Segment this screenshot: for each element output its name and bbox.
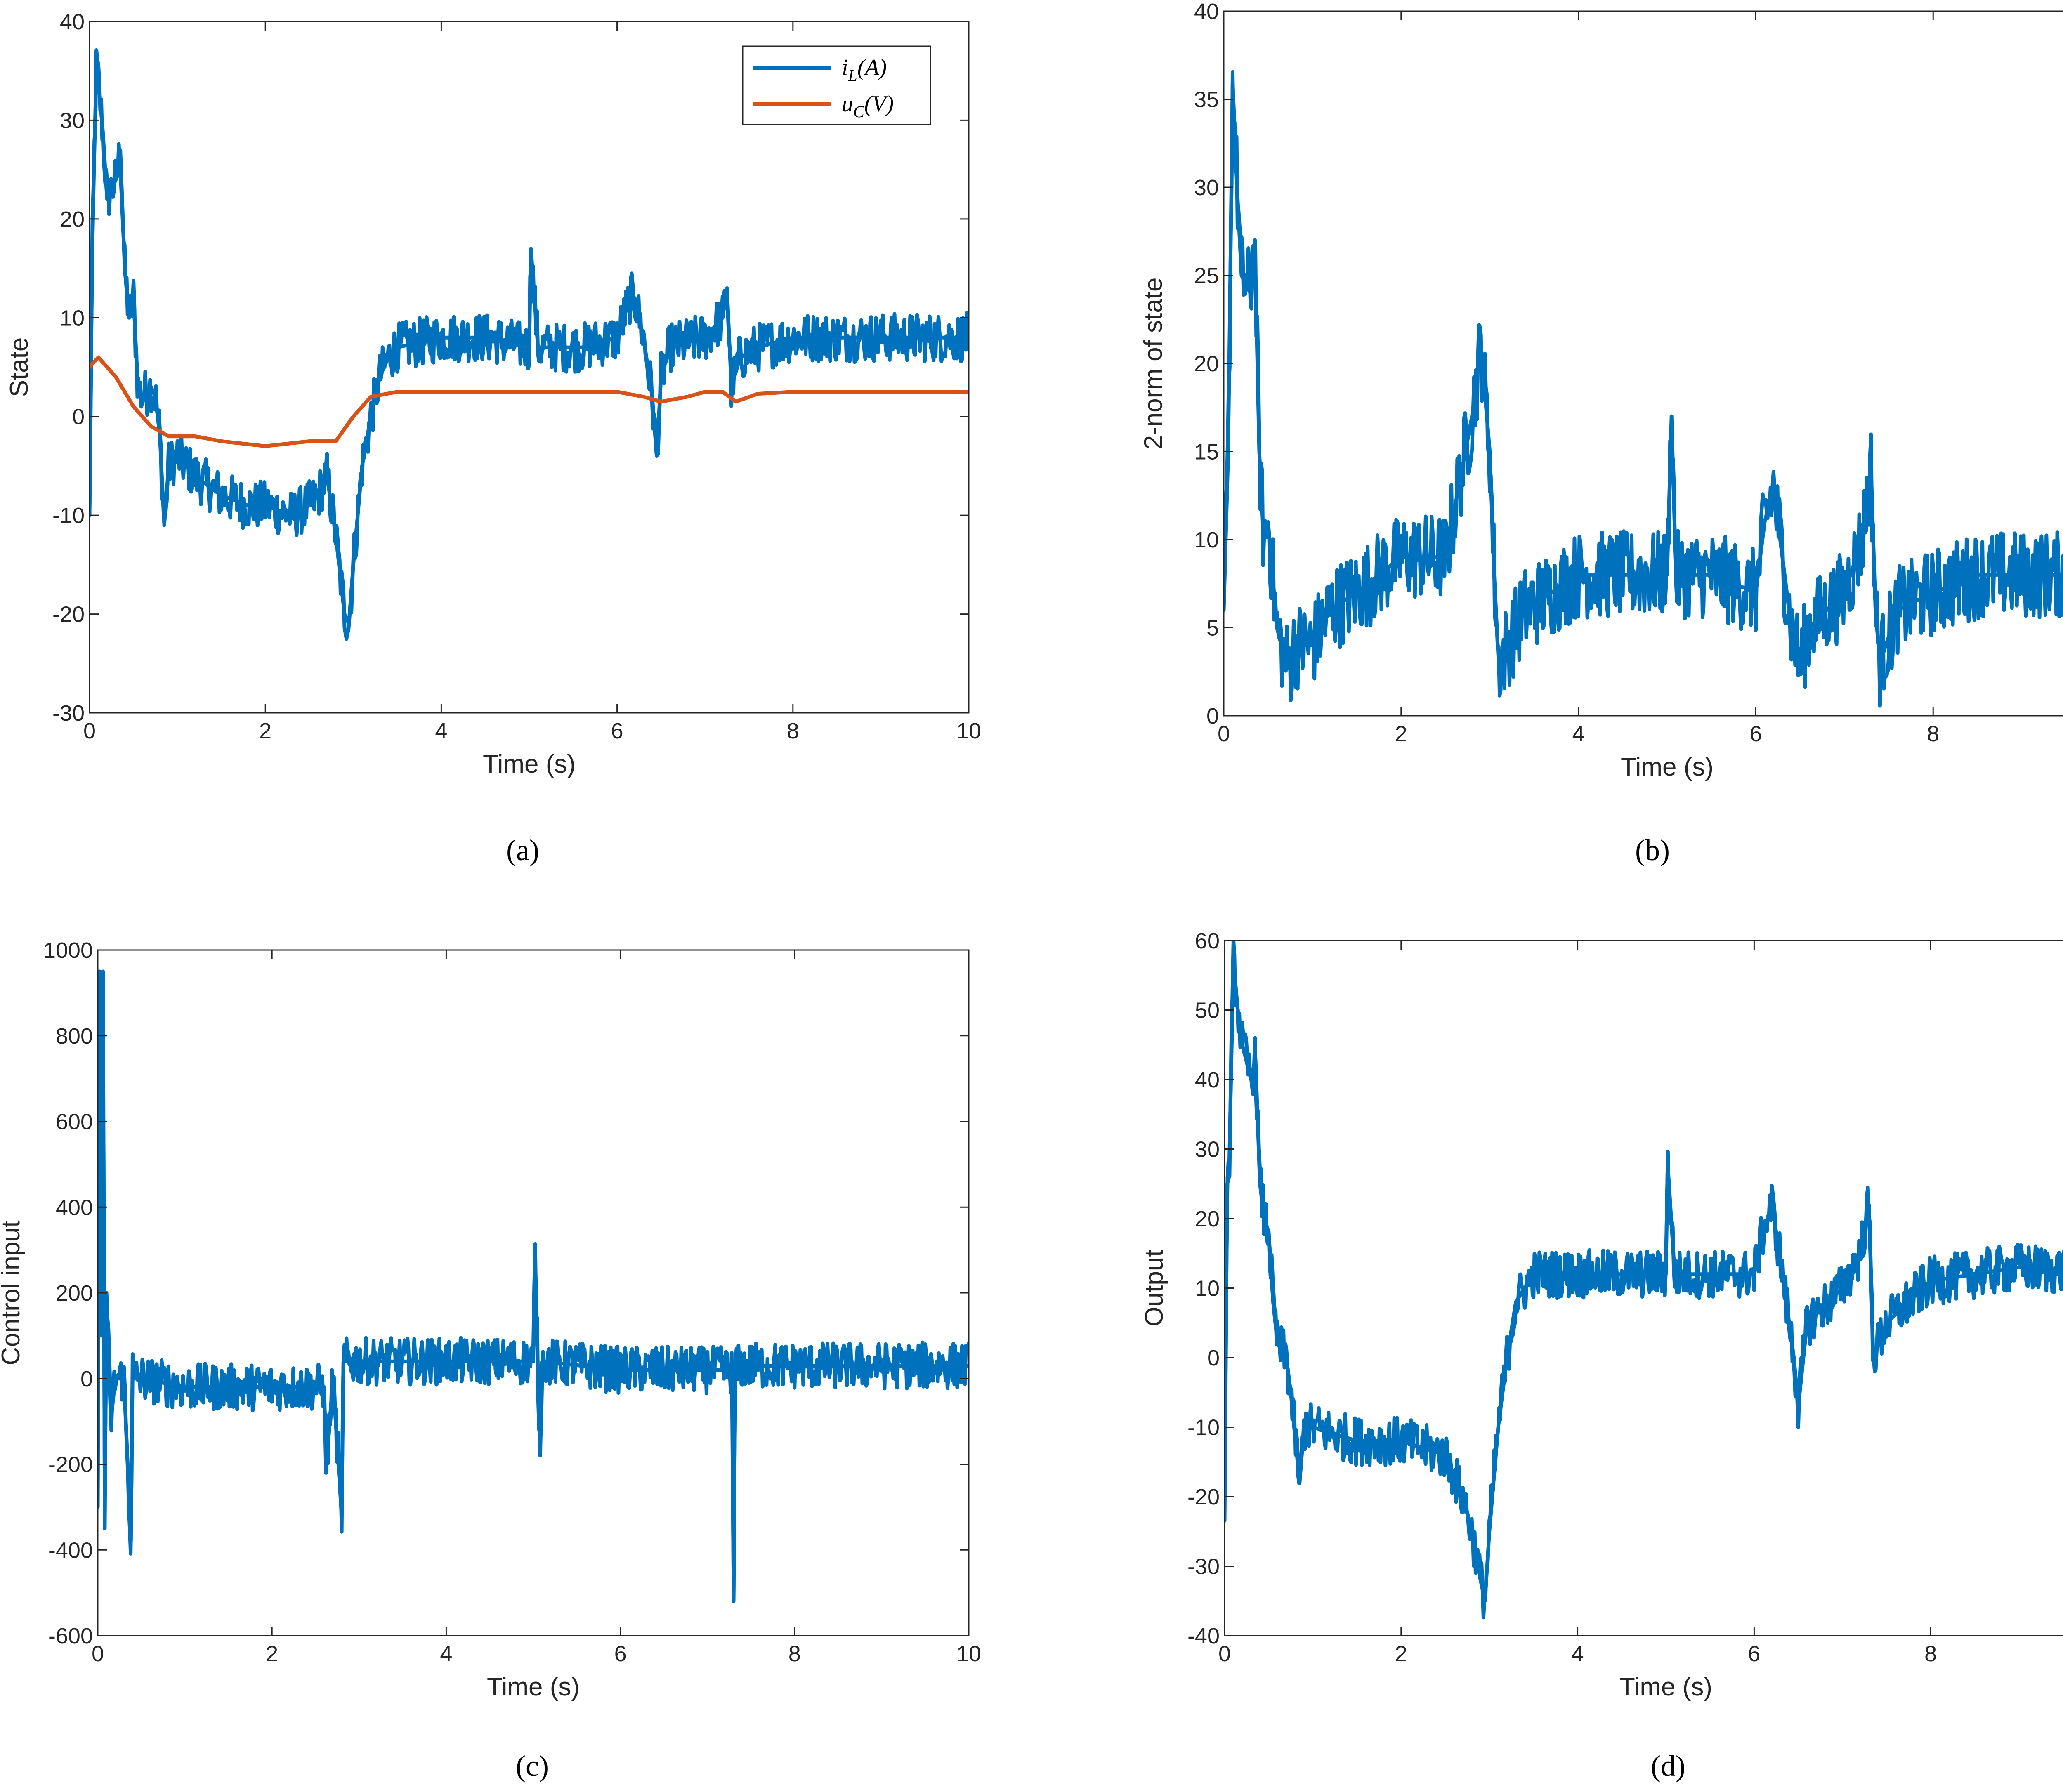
x-axis-label: Time (s) <box>483 750 576 778</box>
y-tick-label: -10 <box>52 503 85 528</box>
y-tick-label: -600 <box>48 1624 93 1648</box>
y-tick-label: 10 <box>60 306 85 330</box>
legend-box <box>742 45 931 125</box>
series-peaks-1 <box>98 969 969 1599</box>
x-tick-label: 0 <box>92 1641 104 1666</box>
x-tick-label: 8 <box>787 719 799 743</box>
x-axis-label: Time (s) <box>1621 753 1714 781</box>
x-tick-label: 8 <box>1927 722 1939 746</box>
y-tick-label: 0 <box>72 405 85 429</box>
x-tick-label: 2 <box>1395 1641 1407 1666</box>
panel-caption: (d) <box>1651 1750 1685 1783</box>
x-tick-label: 10 <box>956 1641 981 1666</box>
y-tick-label: 60 <box>1195 929 1220 953</box>
x-tick-label: 2 <box>1395 722 1407 746</box>
y-tick-label: 30 <box>1195 1137 1220 1162</box>
series-peaks-1 <box>1224 80 2063 665</box>
x-tick-label: 0 <box>1218 1641 1231 1666</box>
chart-b: 02468100510152025303540Time (s)2-norm of… <box>1139 0 2063 867</box>
x-tick-label: 4 <box>435 719 447 743</box>
y-tick-label: -10 <box>1187 1415 1220 1440</box>
x-tick-label: 0 <box>1218 722 1230 746</box>
y-tick-label: 1000 <box>43 938 93 963</box>
series-line-ila <box>90 48 969 641</box>
panel-caption: (c) <box>516 1750 549 1783</box>
y-tick-label: -400 <box>48 1538 93 1563</box>
x-tick-label: 10 <box>956 719 981 743</box>
y-tick-label: 800 <box>56 1024 93 1049</box>
y-tick-label: 600 <box>56 1110 93 1134</box>
x-axis-label: Time (s) <box>487 1673 580 1701</box>
x-tick-label: 4 <box>1572 1641 1584 1666</box>
y-tick-label: -20 <box>1187 1485 1220 1509</box>
y-axis-label: Control input <box>0 1220 25 1365</box>
y-tick-label: 50 <box>1195 998 1220 1023</box>
series-peaks-1 <box>90 59 969 626</box>
y-tick-label: 10 <box>1195 1276 1220 1301</box>
x-tick-label: 2 <box>266 1641 278 1666</box>
y-tick-label: 20 <box>1194 351 1219 376</box>
x-axis-label: Time (s) <box>1619 1673 1712 1701</box>
y-tick-label: 30 <box>60 108 85 133</box>
legend-entry: iL(A) <box>842 55 887 85</box>
y-tick-label: -200 <box>48 1452 93 1477</box>
y-axis-label: 2-norm of state <box>1139 278 1168 450</box>
x-tick-label: 6 <box>614 1641 627 1666</box>
y-axis-label: Output <box>1140 1250 1168 1326</box>
legend-entry: uC(V) <box>842 91 894 121</box>
y-tick-label: 400 <box>56 1195 93 1220</box>
series-peaks-1 <box>1225 960 2063 1603</box>
y-tick-label: 20 <box>1195 1207 1220 1231</box>
x-tick-label: 6 <box>1748 1641 1760 1666</box>
x-tick-label: 4 <box>1572 722 1585 746</box>
x-tick-label: 6 <box>611 719 623 743</box>
chart-a: 0 2 4 6 8 10 -30 -20 -10 0 10 20 30 40 Time (s) State (a… <box>5 9 981 867</box>
y-tick-label: 5 <box>1206 616 1219 641</box>
legend: iL(A) uC(V) <box>742 45 931 125</box>
chart-c: 0 2 4 6 8 10 -600 -400 -200 0 200 400 600 800 1000 Time… <box>0 938 981 1783</box>
x-tick-label: 4 <box>440 1641 452 1666</box>
y-tick-label: 0 <box>80 1367 93 1391</box>
axes-box <box>89 21 970 714</box>
y-tick-label: -30 <box>52 701 85 726</box>
series-peaks-2 <box>90 355 969 448</box>
x-tick-label: 6 <box>1749 722 1762 746</box>
y-tick-label: 0 <box>1206 704 1219 729</box>
x-tick-label: 8 <box>788 1641 801 1666</box>
panel-caption: (b) <box>1635 834 1670 867</box>
y-tick-label: 0 <box>1207 1346 1220 1370</box>
y-tick-label: 10 <box>1194 528 1219 552</box>
y-tick-label: 200 <box>56 1281 93 1306</box>
y-tick-label: 40 <box>1195 1068 1220 1092</box>
y-tick-label: 35 <box>1194 87 1219 112</box>
y-tick-label: 25 <box>1194 264 1219 288</box>
x-tick-label: 0 <box>83 719 96 743</box>
x-tick-label: 8 <box>1924 1641 1937 1666</box>
y-tick-label: 15 <box>1194 440 1219 465</box>
panel-caption: (a) <box>506 834 539 867</box>
x-tick-label: 2 <box>259 719 271 743</box>
y-tick-label: 20 <box>60 207 85 232</box>
y-tick-label: 40 <box>60 9 85 34</box>
y-tick-label: 30 <box>1194 175 1219 200</box>
y-tick-label: 40 <box>1194 0 1219 24</box>
y-tick-label: -20 <box>52 602 85 627</box>
y-tick-label: -30 <box>1187 1554 1220 1579</box>
y-axis-label: State <box>5 337 33 397</box>
y-tick-label: -40 <box>1187 1624 1220 1648</box>
